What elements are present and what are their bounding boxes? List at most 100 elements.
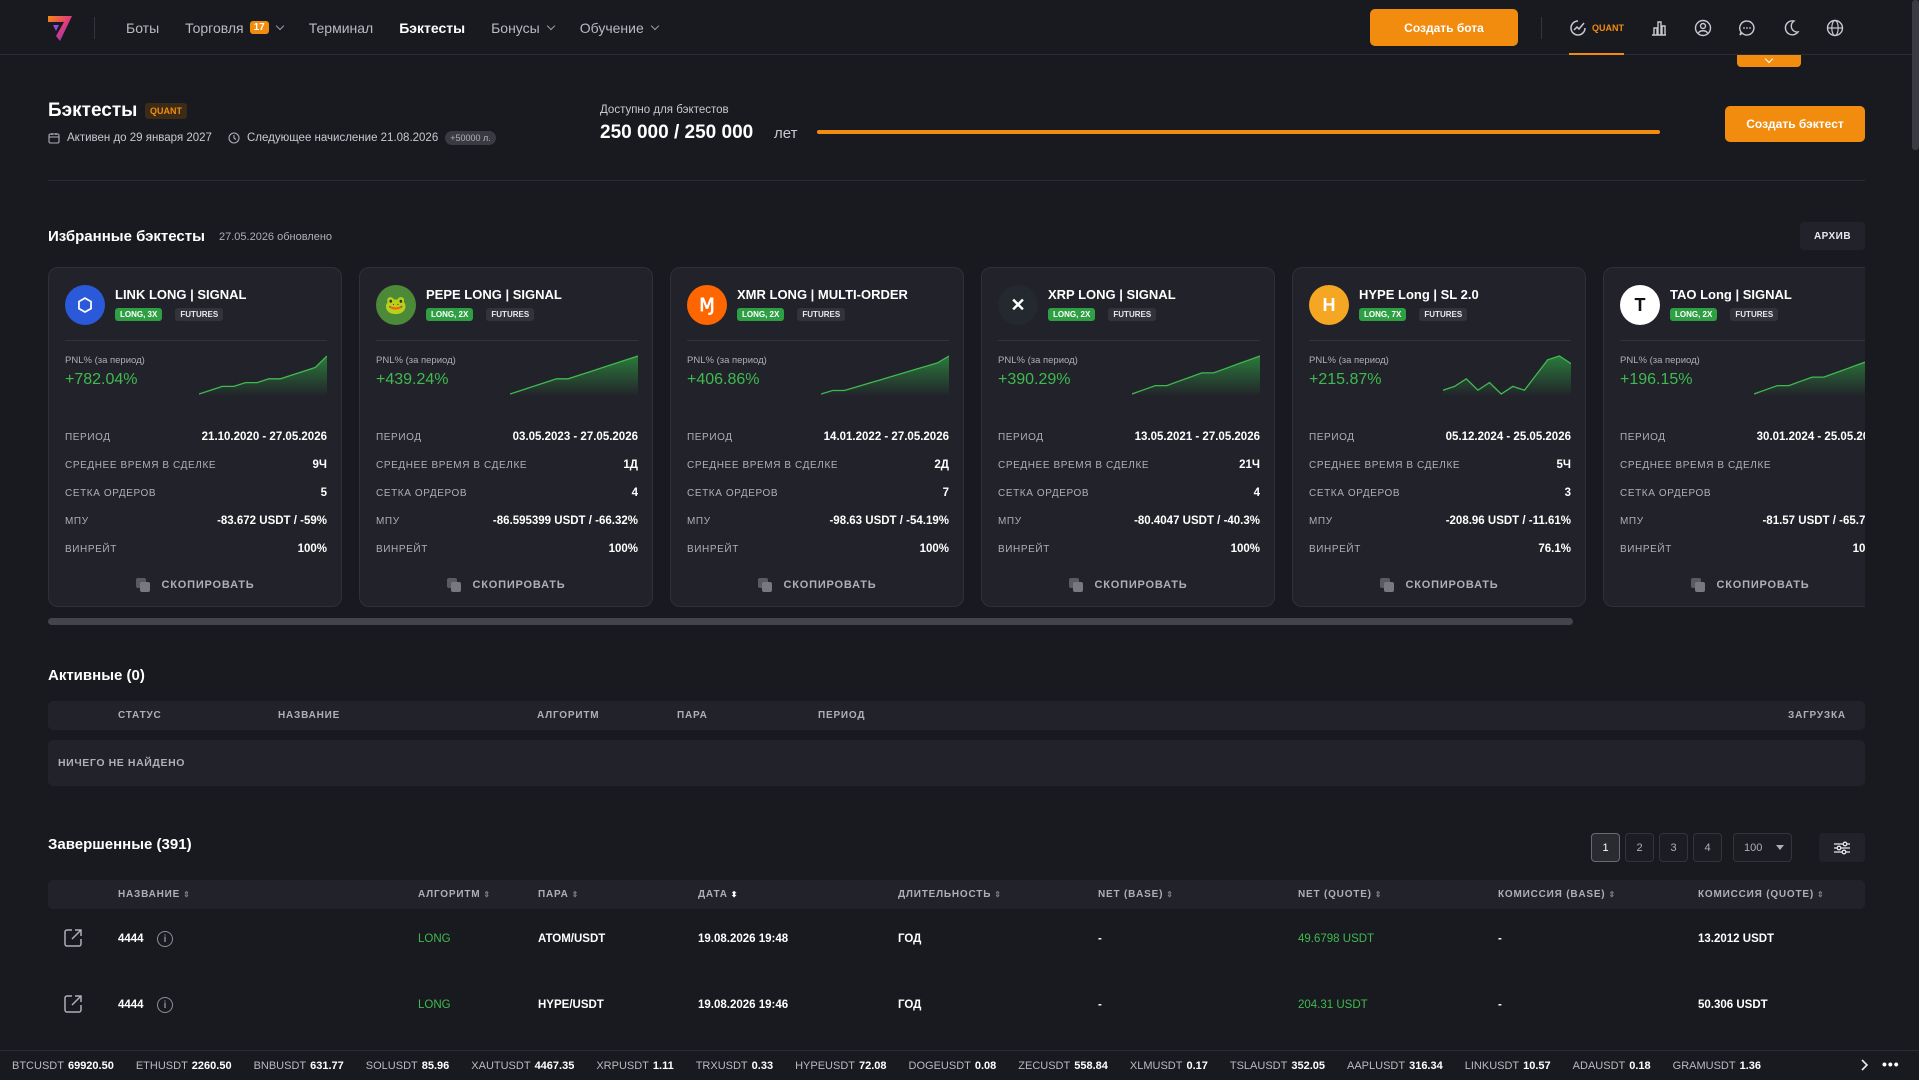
nav-item[interactable]: Торговля 17 [185,20,284,36]
column-header[interactable]: СТАТУС [118,710,162,721]
copy-button[interactable]: СКОПИРОВАТЬ [1604,578,1865,592]
ticker-item[interactable]: LINKUSDT 10.57 [1465,1060,1551,1072]
ticker-item[interactable]: ZECUSDT 558.84 [1018,1060,1108,1072]
backtest-card[interactable]: 🐸 PEPE LONG | SIGNAL LONG, 2X FUTURES PNL% (… [359,267,653,607]
create-bot-button[interactable]: Создать бота [1370,9,1518,46]
page-button[interactable]: 2 [1625,833,1654,862]
column-header[interactable]: НАЗВАНИЕ ⇕ [118,889,191,900]
backtest-card[interactable]: ⬡ LINK LONG | SIGNAL LONG, 3X FUTURES PNL% (… [48,267,342,607]
sort-icon: ⇕ [1166,890,1174,899]
pnl-label: PNL% (за период) [687,355,767,366]
open-external-icon[interactable] [62,927,84,949]
card-title: PEPE LONG | SIGNAL [426,287,562,302]
chevron-down-icon [275,21,284,30]
stat-row: СРЕДНЕЕ ВРЕМЯ В СДЕЛКЕ 1Д [376,451,638,479]
ticker-item[interactable]: XLMUSDT 0.17 [1130,1060,1208,1072]
analytics-icon[interactable] [1648,17,1670,39]
copy-button[interactable]: СКОПИРОВАТЬ [360,578,652,592]
ticker-item[interactable]: BTCUSDT 69920.50 [12,1060,114,1072]
column-header[interactable]: ЗАГРУЗКА [1788,710,1846,721]
ticker-item[interactable]: TRXUSDT 0.33 [696,1060,773,1072]
chevron-right-icon[interactable] [1857,1058,1871,1072]
ticker-item[interactable]: GRAMUSDT 1.36 [1673,1060,1761,1072]
column-header[interactable]: NET (BASE) ⇕ [1098,889,1174,900]
stat-label: СЕТКА ОРДЕРОВ [1620,487,1712,499]
backtest-card[interactable]: T TAO Long | SIGNAL LONG, 2X FUTURES PNL% (з… [1603,267,1865,607]
ticker-item[interactable]: TSLAUSDT 352.05 [1230,1060,1325,1072]
sparkline-line [199,355,327,395]
column-header[interactable]: ДЛИТЕЛЬНОСТЬ ⇕ [898,889,1002,900]
moon-icon[interactable] [1780,17,1802,39]
logo-icon[interactable] [47,14,73,42]
stat-row: СЕТКА ОРДЕРОВ [1620,479,1865,507]
nav-item[interactable]: Боты [126,20,159,36]
ticker-item[interactable]: BNBUSDT 631.77 [254,1060,344,1072]
cell-date: 19.08.2026 19:46 [698,999,789,1011]
nav-item[interactable]: Терминал [309,20,373,36]
available-label: Доступно для бэктестов [600,104,729,116]
archive-button[interactable]: АРХИВ [1800,222,1865,250]
stat-value: -83.672 USDT / -59% [217,515,327,527]
page-size-value: 100 [1744,841,1763,854]
create-backtest-button[interactable]: Создать бэктест [1725,106,1865,142]
page-button[interactable]: 1 [1591,833,1620,862]
copy-button[interactable]: СКОПИРОВАТЬ [1293,578,1585,592]
page-size-select[interactable]: 100 [1733,833,1792,862]
column-header[interactable]: КОМИССИЯ (BASE) ⇕ [1498,889,1616,900]
subscription-meta: Активен до 29 января 2027 Следующее начи… [48,131,496,145]
copy-button[interactable]: СКОПИРОВАТЬ [49,578,341,592]
page-scrollbar[interactable] [1912,0,1919,150]
page-button[interactable]: 3 [1659,833,1688,862]
filter-button[interactable] [1819,833,1865,862]
stat-value: 30.01.2024 - 25.05.2026 [1756,431,1865,443]
dropdown-tab[interactable] [1737,55,1801,67]
quant-tab[interactable]: QUANT [1569,0,1624,55]
column-header[interactable]: ПАРА ⇕ [538,889,579,900]
divider [48,180,1865,181]
nav-item[interactable]: Бонусы [491,20,555,36]
info-icon[interactable]: i [157,931,173,947]
carousel-scrollbar[interactable] [48,618,1573,625]
pnl-label: PNL% (за период) [65,355,145,366]
column-header[interactable]: АЛГОРИТМ [537,710,600,721]
column-header[interactable]: АЛГОРИТМ ⇕ [418,889,491,900]
page-button[interactable]: 4 [1693,833,1722,862]
globe-icon[interactable] [1824,17,1846,39]
user-icon[interactable] [1692,17,1714,39]
column-header[interactable]: НАЗВАНИЕ [278,710,341,721]
backtest-card[interactable]: ✕ XRP LONG | SIGNAL LONG, 2X FUTURES PNL% (з… [981,267,1275,607]
ticker-item[interactable]: HYPEUSDT 72.08 [795,1060,886,1072]
nav-item[interactable]: Бэктесты [399,20,465,36]
open-external-icon[interactable] [62,993,84,1015]
backtest-card[interactable]: H HYPE Long | SL 2.0 LONG, 7X FUTURES PNL% (… [1292,267,1586,607]
favorites-carousel[interactable]: ⬡ LINK LONG | SIGNAL LONG, 3X FUTURES PNL% (… [48,267,1865,607]
ticker-item[interactable]: ETHUSDT 2260.50 [136,1060,232,1072]
column-header[interactable]: КОМИССИЯ (QUOTE) ⇕ [1698,889,1825,900]
column-header[interactable]: NET (QUOTE) ⇕ [1298,889,1382,900]
chat-icon[interactable] [1736,17,1758,39]
ticker-item[interactable]: DOGEUSDT 0.08 [909,1060,997,1072]
info-icon[interactable]: i [157,997,173,1013]
backtest-card[interactable]: Ɱ XMR LONG | MULTI-ORDER LONG, 2X FUTURES PN… [670,267,964,607]
ticker-item[interactable]: XAUTUSDT 4467.35 [471,1060,574,1072]
copy-button[interactable]: СКОПИРОВАТЬ [982,578,1274,592]
ticker-item[interactable]: AAPLUSDT 316.34 [1347,1060,1443,1072]
copy-button[interactable]: СКОПИРОВАТЬ [671,578,963,592]
stat-value: -80.4047 USDT / -40.3% [1134,515,1260,527]
column-header[interactable]: ПЕРИОД [818,710,866,721]
more-icon[interactable]: ••• [1882,1056,1900,1072]
column-header[interactable]: ПАРА [677,710,708,721]
ticker-item[interactable]: SOLUSDT 85.96 [366,1060,450,1072]
pnl-sparkline [1443,355,1571,396]
stat-value: 100% [1852,543,1865,555]
stat-label: ВИНРЕЙТ [687,543,739,555]
ticker-item[interactable]: XRPUSDT 1.11 [596,1060,673,1072]
quant-badge: QUANT [145,103,187,119]
table-row[interactable]: 4444 LONG ATOM/USDT 19.08.2026 19:48 ГОД - 49.… [48,909,1865,975]
column-header[interactable]: ДАТА ⬍ [698,889,738,900]
stat-label: ПЕРИОД [376,431,422,443]
nav-item[interactable]: Обучение [580,20,659,36]
stat-label: МПУ [376,515,400,527]
table-row[interactable]: 4444 LONG HYPE/USDT 19.08.2026 19:46 ГОД - 204… [48,975,1865,1041]
ticker-item[interactable]: ADAUSDT 0.18 [1573,1060,1651,1072]
